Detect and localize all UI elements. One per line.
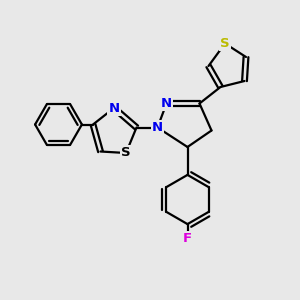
Text: S: S bbox=[121, 146, 131, 160]
Text: N: N bbox=[161, 97, 172, 110]
Text: N: N bbox=[108, 101, 120, 115]
Text: S: S bbox=[220, 37, 230, 50]
Text: N: N bbox=[152, 121, 163, 134]
Text: F: F bbox=[183, 232, 192, 245]
